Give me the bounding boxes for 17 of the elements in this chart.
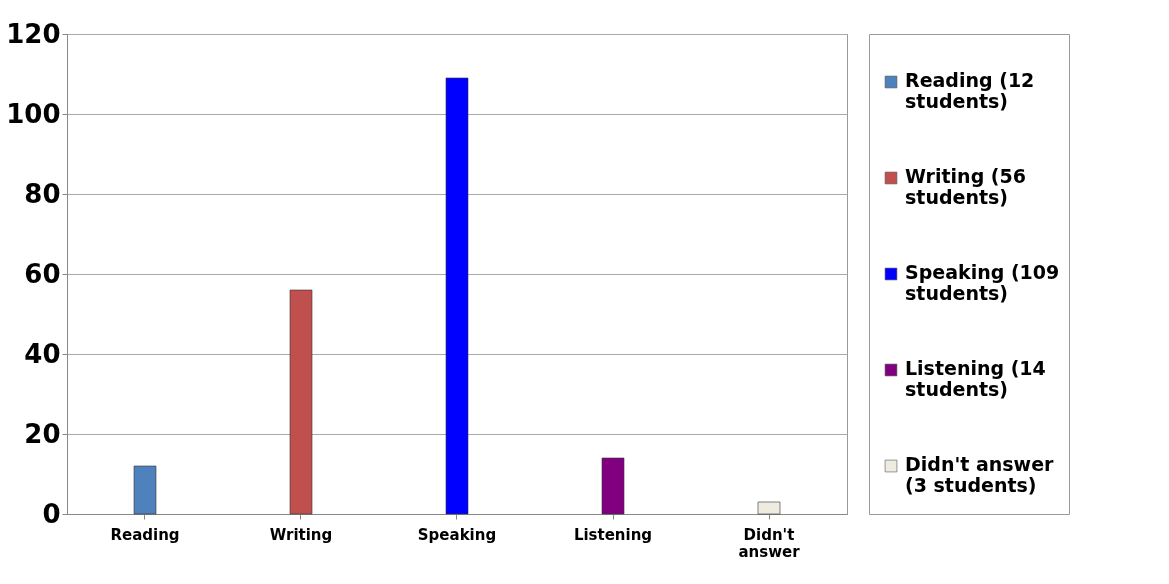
x-tick-label: Listening bbox=[573, 525, 653, 544]
y-tick-label: 120 bbox=[6, 18, 61, 49]
legend-label: Reading (12 students) bbox=[905, 69, 1035, 112]
y-tick-label: 20 bbox=[24, 418, 61, 449]
legend-label: Speaking (109 students) bbox=[905, 261, 1060, 304]
y-tick-label: 100 bbox=[6, 98, 61, 129]
y-tick-label: 0 bbox=[42, 498, 61, 529]
y-tick-label: 60 bbox=[24, 258, 61, 289]
x-tick-label: Writing bbox=[269, 525, 333, 544]
legend-label: Writing (56 students) bbox=[905, 165, 1026, 208]
x-tick-label: Speaking bbox=[417, 525, 497, 544]
legend-label: Listening (14 students) bbox=[905, 357, 1046, 400]
legend-label: Didn't answer (3 students) bbox=[905, 453, 1055, 496]
x-tick-label: Reading bbox=[110, 525, 180, 544]
y-tick-label: 40 bbox=[24, 338, 61, 369]
x-tick-label: Didn't answer bbox=[738, 525, 801, 561]
y-tick-label: 80 bbox=[24, 178, 61, 209]
